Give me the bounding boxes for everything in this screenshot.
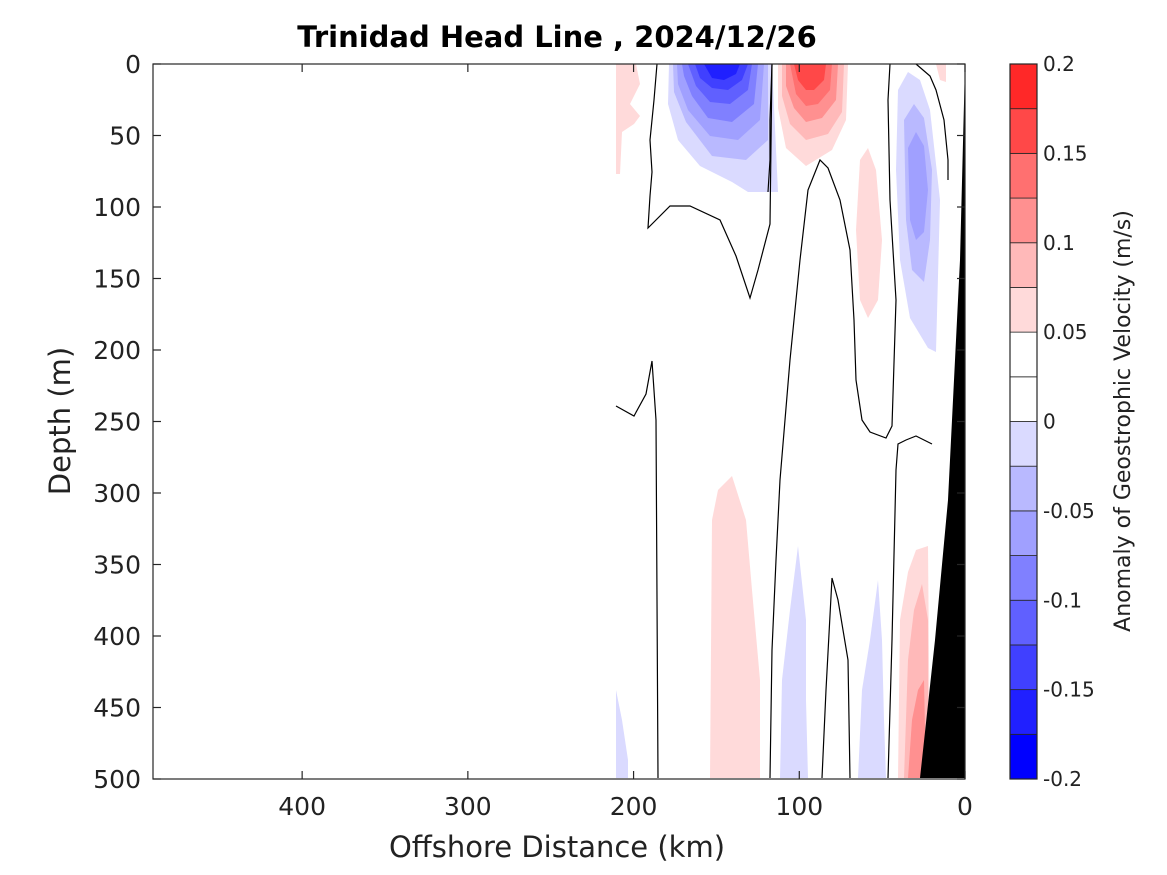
pos-jet-level5 — [794, 64, 826, 90]
zero-contours — [615, 63, 949, 779]
neg-deep-100km — [780, 546, 808, 778]
colorbar-tick-label: -0.1 — [1043, 588, 1082, 612]
pos-west-surface — [616, 64, 640, 174]
colorbar-level — [1009, 465, 1038, 512]
y-tick-label: 200 — [93, 336, 141, 365]
zero-contour-coast-deep — [887, 435, 933, 779]
zero-contour-west-deep — [615, 360, 659, 779]
colorbar-level — [1009, 689, 1038, 735]
neg-deep-west — [616, 690, 628, 778]
colorbar-tick-label: 0.2 — [1043, 52, 1075, 76]
colorbar-level — [1009, 644, 1038, 691]
colorbar-tick-label: -0.2 — [1043, 767, 1082, 791]
colorbar-level — [1009, 152, 1038, 199]
y-tick-label: 250 — [93, 408, 141, 437]
x-tick-label: 0 — [957, 792, 973, 821]
colorbar-tick-label: 0.1 — [1043, 231, 1075, 255]
y-tick-label: 50 — [109, 122, 141, 151]
zero-contour-west — [647, 63, 773, 301]
colorbar-level — [1009, 63, 1038, 110]
x-axis: 400 300 200 100 0 — [278, 64, 973, 821]
y-tick-label: 300 — [93, 479, 141, 508]
colorbar-tick-label: 0.05 — [1043, 320, 1088, 344]
y-tick-label: 500 — [93, 765, 141, 794]
colorbar-level — [1009, 331, 1038, 378]
zero-contour-coast-top — [915, 63, 949, 180]
pos-coast-top — [936, 64, 946, 82]
colorbar-level — [1009, 287, 1038, 333]
colorbar-level — [1009, 510, 1038, 556]
x-tick-label: 400 — [278, 792, 326, 821]
colorbar-tick-label: -0.05 — [1043, 499, 1095, 523]
x-tick-label: 300 — [444, 792, 492, 821]
zero-contour-center — [769, 63, 897, 779]
colorbar-level — [1009, 108, 1038, 154]
colorbar-level — [1009, 242, 1038, 288]
neg-deep-50km — [858, 580, 886, 778]
colorbar-level — [1009, 555, 1038, 601]
y-axis: 0 50 100 150 200 250 300 350 400 450 500 — [93, 50, 965, 794]
colorbar-level — [1009, 376, 1038, 422]
plot-background — [153, 64, 965, 779]
y-axis-label: Depth (m) — [43, 347, 77, 495]
x-axis-label: Offshore Distance (km) — [389, 830, 725, 864]
pos-mid-62km — [856, 148, 882, 318]
y-tick-label: 100 — [93, 193, 141, 222]
zero-contour-jet-divider — [767, 63, 773, 193]
colorbar-level — [1009, 197, 1038, 244]
colorbar: 0.2 0.15 0.1 0.05 0 -0.05 -0.1 -0.15 -0.2 — [1009, 52, 1095, 791]
colorbar-frame — [1009, 63, 1038, 780]
colorbar-label: Anomaly of Geostrophic Velocity (m/s) — [1111, 210, 1136, 632]
colorbar-level — [1009, 599, 1038, 646]
pos-deep-coast-level3 — [908, 680, 926, 778]
neg-jet-level7 — [704, 64, 740, 80]
x-tick-label: 200 — [610, 792, 658, 821]
zero-contour-mid-deep — [821, 577, 851, 779]
colorbar-level — [1009, 733, 1038, 780]
y-tick-label: 350 — [93, 551, 141, 580]
bathymetry-mask — [920, 64, 965, 778]
neg-coast-upper-level3 — [908, 132, 928, 240]
chart-title: Trinidad Head Line , 2024/12/26 — [297, 20, 817, 54]
y-tick-label: 400 — [93, 622, 141, 651]
pos-deep-140km — [710, 476, 760, 778]
colorbar-tick-label: 0 — [1043, 410, 1056, 434]
colorbar-tick-label: -0.15 — [1043, 678, 1095, 702]
velocity-fills — [616, 64, 946, 778]
y-tick-label: 450 — [93, 694, 141, 723]
y-tick-label: 0 — [125, 50, 141, 79]
x-tick-label: 100 — [775, 792, 823, 821]
colorbar-level — [1009, 421, 1038, 467]
y-tick-label: 150 — [93, 265, 141, 294]
colorbar-tick-label: 0.15 — [1043, 141, 1088, 165]
